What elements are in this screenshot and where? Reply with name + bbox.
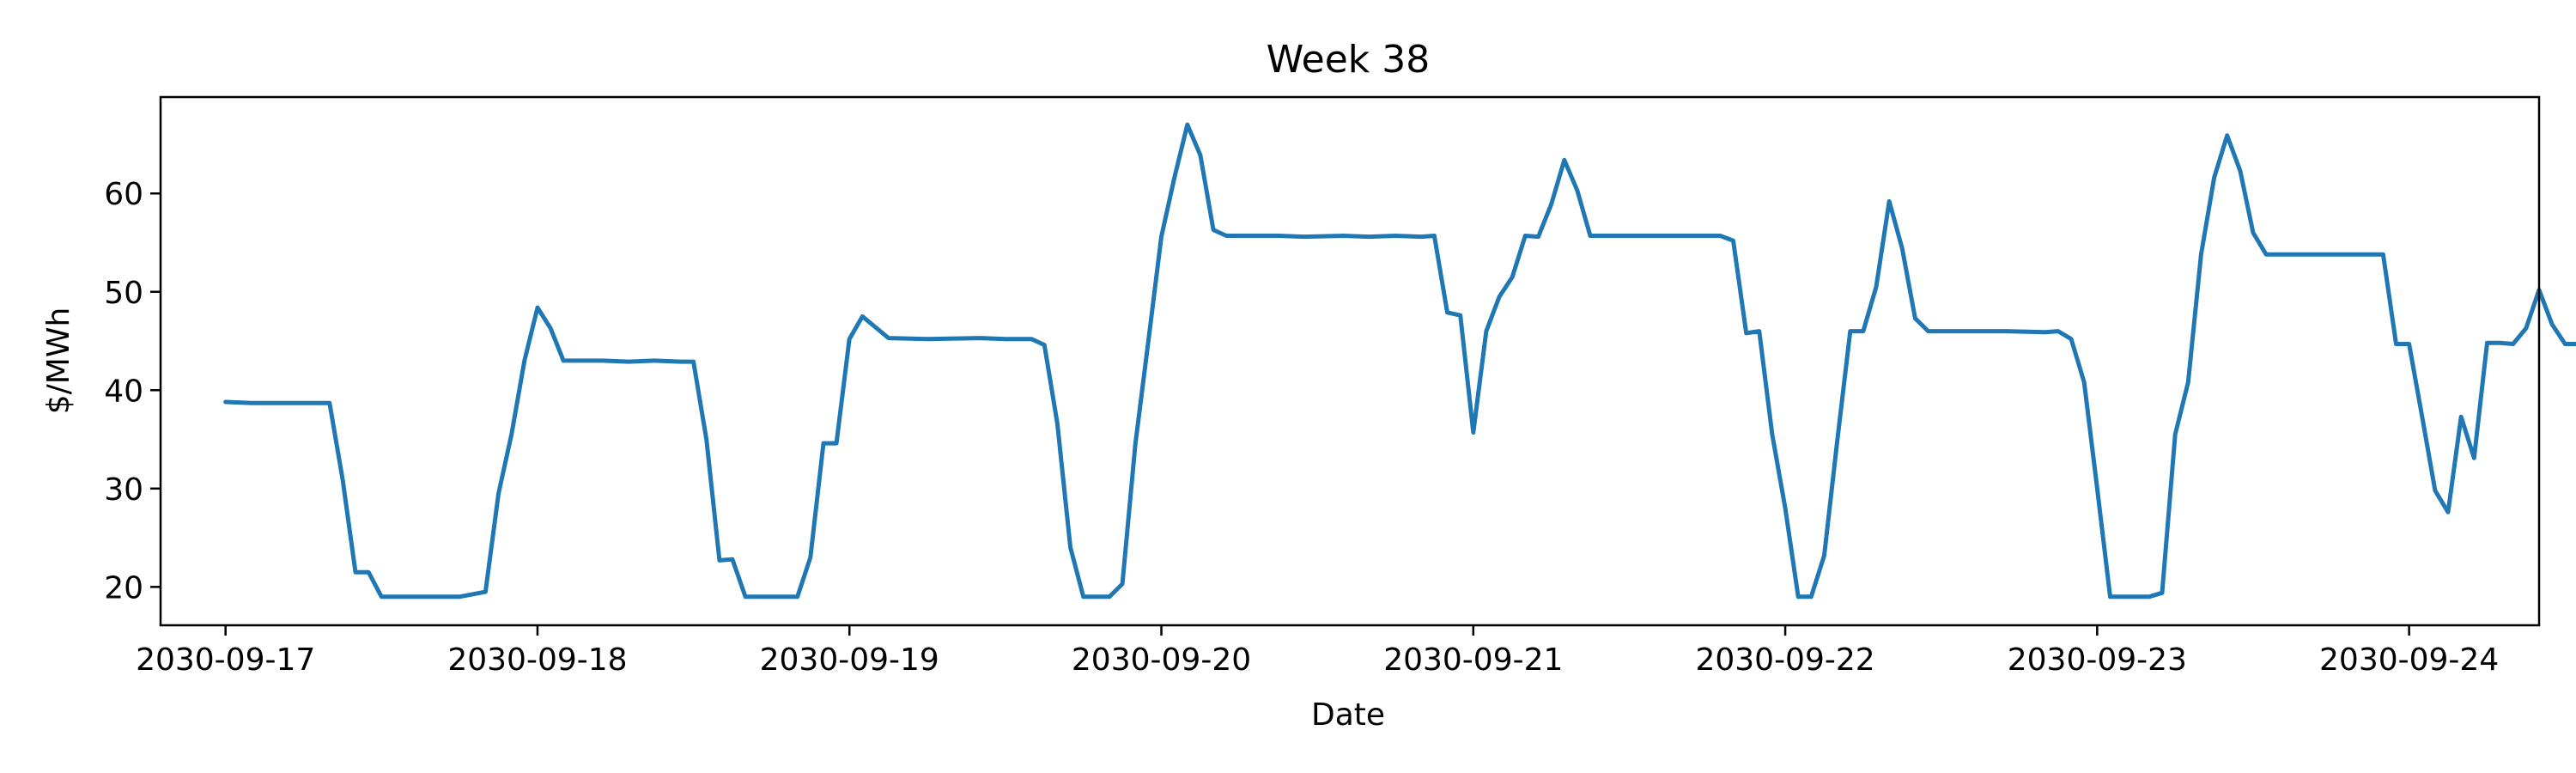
x-axis: 2030-09-17 2030-09-18 2030-09-19 2030-09-20… <box>136 625 2499 678</box>
x-axis-label: Date <box>1311 697 1385 733</box>
plot-frame <box>159 95 2541 627</box>
y-tick-label: 60 <box>104 177 143 212</box>
x-tick-label: 2030-09-24 <box>2319 642 2499 678</box>
plot-area <box>159 95 2576 627</box>
x-tick-label: 2030-09-23 <box>2008 642 2187 678</box>
series-line <box>223 122 2576 600</box>
x-tick-label: 2030-09-19 <box>760 642 939 678</box>
x-tick-label: 2030-09-21 <box>1383 642 1563 678</box>
y-tick-label: 20 <box>104 570 143 606</box>
x-tick-label: 2030-09-18 <box>447 642 627 678</box>
x-tick-label: 2030-09-20 <box>1072 642 1251 678</box>
y-tick-label: 50 <box>104 276 143 311</box>
y-axis-label: $/MWh <box>41 307 76 415</box>
x-tick-label: 2030-09-17 <box>136 642 315 678</box>
y-tick-label: 30 <box>104 472 143 508</box>
x-tick-label: 2030-09-22 <box>1695 642 1874 678</box>
y-tick-label: 40 <box>104 374 143 409</box>
chart-title: Week 38 <box>1267 38 1431 82</box>
y-axis: 20 30 40 50 60 <box>104 177 161 606</box>
